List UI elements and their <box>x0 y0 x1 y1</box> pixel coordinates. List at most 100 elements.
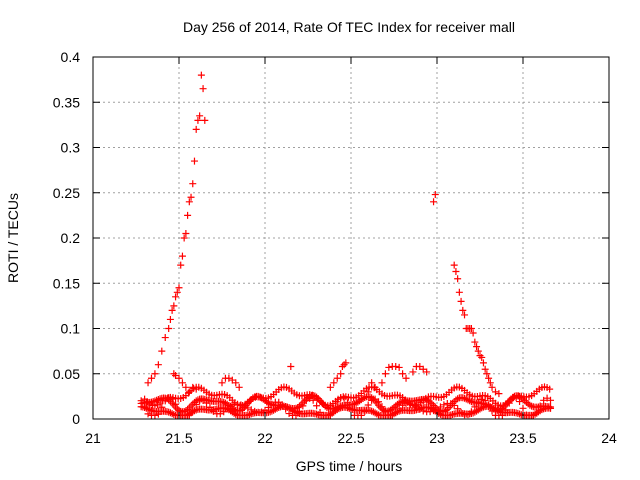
data-point <box>189 406 197 414</box>
data-point <box>154 395 162 403</box>
data-point <box>168 306 176 314</box>
data-point <box>479 359 487 367</box>
data-point <box>180 234 188 242</box>
x-tick-label: 24 <box>601 430 617 446</box>
data-point <box>182 229 190 237</box>
data-point <box>178 252 186 260</box>
data-point <box>485 401 493 409</box>
data-point <box>196 112 204 120</box>
data-point <box>154 361 162 369</box>
data-point <box>178 379 186 387</box>
data-point <box>393 408 401 416</box>
data-point <box>175 374 183 382</box>
x-tick-label: 22 <box>257 430 273 446</box>
data-point <box>426 408 434 416</box>
data-point <box>526 401 534 409</box>
data-point <box>368 396 376 404</box>
data-point <box>528 402 536 410</box>
data-point <box>471 403 479 411</box>
x-tick-label: 21.5 <box>165 430 192 446</box>
data-point <box>450 401 458 409</box>
data-point <box>405 399 413 407</box>
data-point <box>505 399 513 407</box>
data-point <box>488 407 496 415</box>
data-point <box>335 403 343 411</box>
data-point <box>395 363 403 371</box>
data-point <box>237 401 245 409</box>
data-point <box>430 198 438 206</box>
data-point <box>516 398 524 406</box>
data-point <box>189 180 197 188</box>
data-point <box>278 401 286 409</box>
data-point <box>201 116 209 124</box>
data-point <box>431 191 439 199</box>
data-point <box>397 398 405 406</box>
data-point <box>409 368 417 376</box>
data-point <box>498 411 506 419</box>
data-point <box>459 306 467 314</box>
data-point <box>177 261 185 269</box>
data-point <box>232 379 240 387</box>
data-point <box>464 396 472 404</box>
data-point <box>380 406 388 414</box>
data-point <box>495 390 503 398</box>
y-tick-label: 0.4 <box>61 49 81 65</box>
data-point <box>516 410 524 418</box>
data-point <box>342 359 350 367</box>
y-tick-label: 0.1 <box>61 321 81 337</box>
data-point <box>330 379 338 387</box>
data-point <box>295 408 303 416</box>
data-point <box>161 397 169 405</box>
grid-layer <box>93 57 609 419</box>
data-point <box>333 398 341 406</box>
data-point <box>521 397 529 405</box>
data-point <box>488 383 496 391</box>
data-point <box>247 406 255 414</box>
data-point <box>264 403 272 411</box>
data-point <box>467 408 475 416</box>
data-point <box>359 394 367 402</box>
data-point <box>467 398 475 406</box>
data-point <box>547 403 555 411</box>
data-point <box>381 370 389 378</box>
data-point <box>199 85 207 93</box>
data-point <box>147 374 155 382</box>
data-point <box>154 410 162 418</box>
chart-title: Day 256 of 2014, Rate Of TEC Index for r… <box>183 19 515 35</box>
data-point <box>192 125 200 133</box>
data-point <box>399 370 407 378</box>
data-point <box>227 402 235 410</box>
data-point <box>361 407 369 415</box>
data-point <box>258 408 266 416</box>
data-point <box>194 396 202 404</box>
data-point <box>454 395 462 403</box>
data-point <box>172 400 180 408</box>
x-axis-label: GPS time / hours <box>296 458 403 474</box>
y-tick-label: 0 <box>72 411 80 427</box>
data-point <box>137 397 145 405</box>
data-point <box>473 343 481 351</box>
data-point <box>450 261 458 269</box>
data-point <box>166 409 174 417</box>
data-point <box>474 347 482 355</box>
data-point <box>333 374 341 382</box>
data-point <box>466 397 474 405</box>
data-point <box>430 407 438 415</box>
data-point <box>165 408 173 416</box>
data-point <box>246 411 254 419</box>
data-point <box>151 370 159 378</box>
data-point <box>392 363 400 371</box>
data-point <box>509 394 517 402</box>
data-point <box>381 408 389 416</box>
data-point <box>233 400 241 408</box>
data-point <box>206 403 214 411</box>
data-point <box>144 410 152 418</box>
data-point <box>457 297 465 305</box>
data-point <box>416 405 424 413</box>
data-point <box>203 399 211 407</box>
data-point <box>344 399 352 407</box>
data-point <box>485 374 493 382</box>
data-point <box>461 394 469 402</box>
data-point <box>483 370 491 378</box>
